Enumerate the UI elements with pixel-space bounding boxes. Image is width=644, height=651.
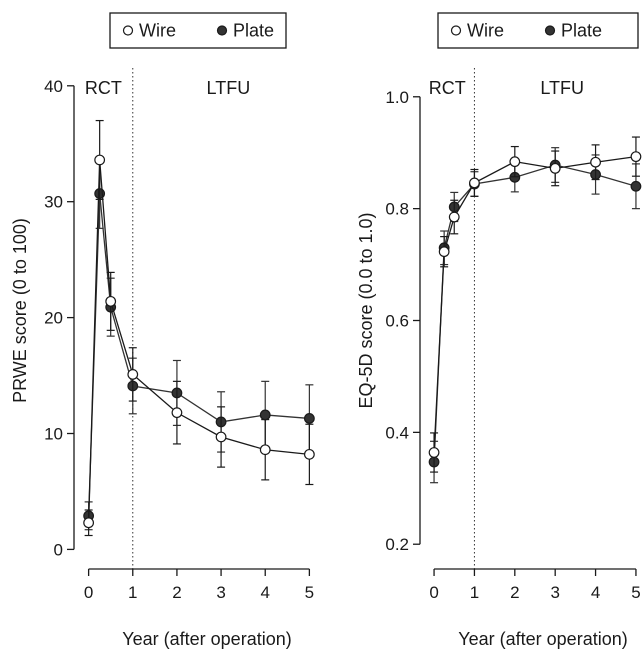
series-line-plate [87, 193, 310, 516]
chart-panel-2: 0.2 0.4 0.6 0.8 1.0 0 1 2 3 4 5 Year (after operati… [356, 12, 642, 649]
data-point [630, 180, 642, 192]
y-tick-label: 30 [44, 193, 63, 212]
data-point [469, 177, 480, 189]
data-point [590, 156, 601, 168]
series-line-wire [433, 155, 637, 453]
y-tick-label: 1.0 [385, 88, 409, 107]
series-wire [83, 119, 315, 537]
legend-marker-wire [450, 25, 462, 36]
data-point [94, 154, 106, 166]
data-point [259, 444, 271, 456]
x-tick-label: 3 [550, 583, 559, 602]
x-tick-label: 5 [305, 583, 314, 602]
x-tick-label: 1 [470, 583, 479, 602]
data-point [509, 156, 521, 168]
legend-label-plate: Plate [561, 21, 602, 41]
x-tick-label: 5 [631, 583, 640, 602]
region-label-ltfu: LTFU [207, 78, 251, 98]
x-tick-label: 4 [260, 583, 269, 602]
y-tick-label: 0 [54, 540, 63, 559]
legend-box [437, 12, 639, 49]
y-tick-label: 20 [44, 309, 63, 328]
y-tick-label: 0.2 [385, 535, 409, 554]
legend-box [109, 12, 287, 49]
data-point [448, 211, 460, 223]
data-point [105, 295, 117, 307]
x-tick-label: 2 [172, 583, 181, 602]
x-axis-title: Year (after operation) [458, 629, 627, 649]
x-tick-label: 0 [84, 583, 93, 602]
legend-label-plate: Plate [233, 21, 274, 41]
legend: Wire Plate [109, 12, 287, 49]
data-point [171, 407, 183, 419]
legend: Wire Plate [437, 12, 639, 49]
x-tick-label: 0 [429, 583, 438, 602]
data-point [549, 162, 561, 174]
y-tick-label: 0.8 [385, 200, 409, 219]
series-plate [83, 158, 315, 531]
data-point [438, 246, 450, 258]
legend-marker-plate [544, 25, 556, 36]
series-line-plate [433, 164, 637, 463]
legend-marker-plate [216, 25, 228, 36]
data-point [428, 447, 440, 458]
data-point [630, 151, 642, 163]
data-point [259, 409, 271, 421]
x-tick-label: 3 [216, 583, 225, 602]
region-label-rct: RCT [85, 78, 122, 98]
x-axis-title: Year (after operation) [122, 629, 291, 649]
data-point [127, 368, 139, 380]
y-tick-label: 40 [44, 77, 63, 96]
series-line-wire [87, 159, 310, 523]
y-axis-title: PRWE score (0 to 100) [10, 218, 30, 403]
y-tick-label: 0.4 [385, 423, 409, 442]
legend-marker-wire [122, 25, 134, 36]
data-point [303, 413, 315, 424]
region-label-ltfu: LTFU [540, 78, 584, 98]
data-point [303, 448, 315, 460]
x-tick-label: 1 [128, 583, 137, 602]
legend-label-wire: Wire [467, 21, 504, 41]
y-axis-title: EQ-5D score (0.0 to 1.0) [356, 212, 376, 408]
y-tick-label: 0.6 [385, 312, 409, 331]
region-label-rct: RCT [429, 78, 466, 98]
x-tick-label: 2 [510, 583, 519, 602]
data-point [83, 517, 95, 529]
series-wire [428, 136, 642, 473]
legend-label-wire: Wire [139, 21, 176, 41]
series-plate [428, 147, 642, 484]
y-tick-label: 10 [44, 425, 63, 444]
data-point [215, 431, 227, 443]
chart-panel-1: 0 10 20 30 40 0 1 2 3 4 5 Year (after operation) PRW… [10, 12, 315, 649]
x-tick-label: 4 [591, 583, 600, 602]
